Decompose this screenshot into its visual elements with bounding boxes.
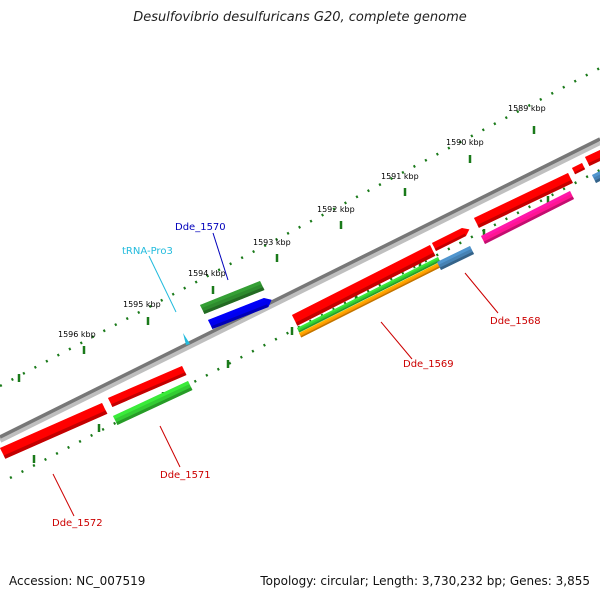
gene-dde-1568-red-a[interactable] [432, 228, 470, 252]
gene-dde-1569-green-body[interactable] [297, 257, 441, 333]
tick-label-1589: 1589 kbp [508, 104, 546, 113]
gene-dde-1571-red[interactable] [108, 366, 187, 407]
rrna-blue-block-highlight [208, 298, 266, 324]
gene-dde-1569-red[interactable] [292, 245, 436, 326]
gene-dde-1572-red[interactable] [0, 403, 108, 459]
gene-dde-1571-green-highlight [113, 381, 190, 420]
label-dde-1570[interactable]: Dde_1570 [175, 222, 226, 233]
label-dde-1568[interactable]: Dde_1568 [490, 316, 541, 327]
gene-dde-1568-red-b-highlight [474, 173, 570, 222]
gene-right-steelblue-shadow [594, 178, 600, 184]
trna-pro3-marker[interactable] [183, 333, 190, 345]
gene-dde-1571-red-highlight [108, 366, 184, 402]
map-title: Desulfovibrio desulfuricans G20, complet… [133, 10, 467, 25]
tick-label-1596: 1596 kbp [58, 330, 96, 339]
gene-dde-1569-orange-shadow [300, 265, 443, 338]
rrna-blue-block[interactable] [208, 298, 272, 329]
gene-dde-1572-red-shadow [3, 410, 108, 459]
gene-dde-1569-orange-body[interactable] [299, 262, 443, 338]
leader-trna-pro3 [148, 255, 177, 313]
backbone-shadow [0, 139, 600, 443]
gene-steelblue-small-shadow [439, 251, 475, 271]
tick-label-1595: 1595 kbp [123, 300, 161, 309]
gene-dde-1570-highlight [200, 281, 262, 309]
gene-dde-1568-magenta-highlight [481, 191, 572, 239]
gene-dde-1569-green-highlight [297, 257, 439, 330]
label-dde-1569[interactable]: Dde_1569 [403, 359, 454, 370]
gene-right-steelblue-highlight [592, 171, 600, 178]
gene-dde-1568-red-b[interactable] [474, 173, 573, 228]
gene-right-steelblue[interactable] [592, 171, 600, 184]
features-layer [0, 150, 600, 459]
gene-right-small-red[interactable] [572, 163, 586, 175]
leader-dde-1571 [159, 425, 181, 468]
gene-dde-1569-red-shadow [295, 252, 436, 326]
gene-right-small-red-shadow [574, 167, 586, 175]
gene-dde-1569-red-body[interactable] [292, 245, 436, 326]
leader-dde-1568 [464, 272, 499, 314]
gene-dde-1571-green-shadow [116, 387, 193, 425]
rrna-blue-block-shadow [211, 304, 269, 329]
outer-major-ticks [17, 126, 536, 382]
gene-dde-1569-red-highlight [292, 245, 432, 319]
leader-dde-1570 [212, 232, 229, 281]
label-trna-pro3[interactable]: tRNA-Pro3 [122, 246, 173, 257]
gene-dde-1571-red-shadow [111, 372, 187, 407]
gene-dde-1568-red-a-body[interactable] [432, 228, 470, 252]
tick-label-1593: 1593 kbp [253, 238, 291, 247]
gene-dde-1568-magenta-body[interactable] [481, 191, 575, 245]
gene-dde-1569-green-shadow [298, 260, 441, 333]
gene-right-red[interactable] [585, 150, 600, 166]
label-dde-1571[interactable]: Dde_1571 [160, 470, 211, 481]
tick-label-1591: 1591 kbp [381, 172, 419, 181]
gene-dde-1571-green[interactable] [113, 381, 193, 425]
label-dde-1572[interactable]: Dde_1572 [52, 518, 103, 529]
gene-dde-1570[interactable] [200, 281, 265, 314]
gene-dde-1568-red-b-shadow [477, 179, 573, 228]
backbone [0, 137, 600, 439]
gene-steelblue-small-highlight [437, 246, 472, 265]
outer-ruler [0, 66, 600, 388]
genome-summary-text: Topology: circular; Length: 3,730,232 bp… [260, 574, 590, 588]
gene-dde-1572-red-highlight [0, 403, 104, 452]
gene-dde-1568-red-a-shadow [434, 233, 467, 252]
tick-label-1590: 1590 kbp [446, 138, 484, 147]
gene-dde-1570-shadow [203, 287, 265, 314]
rrna-blue-block-body[interactable] [208, 298, 272, 329]
gene-dde-1569-orange-highlight [299, 262, 441, 335]
gene-dde-1568-red-a-highlight [432, 228, 464, 246]
gene-dde-1569-orange[interactable] [299, 262, 443, 338]
tick-label-1594: 1594 kbp [188, 269, 226, 278]
gene-right-red-shadow [588, 157, 600, 166]
leader-dde-1572 [52, 473, 75, 517]
gene-right-red-highlight [585, 150, 600, 161]
gene-dde-1568-magenta-shadow [483, 196, 575, 245]
tick-label-1592: 1592 kbp [317, 205, 355, 214]
gene-right-small-red-highlight [572, 163, 584, 171]
leader-dde-1569 [380, 321, 413, 360]
gene-dde-1569-green[interactable] [297, 257, 441, 333]
gene-steelblue-small[interactable] [437, 246, 475, 271]
accession-text: Accession: NC_007519 [9, 574, 146, 588]
gene-dde-1568-magenta[interactable] [481, 191, 575, 245]
